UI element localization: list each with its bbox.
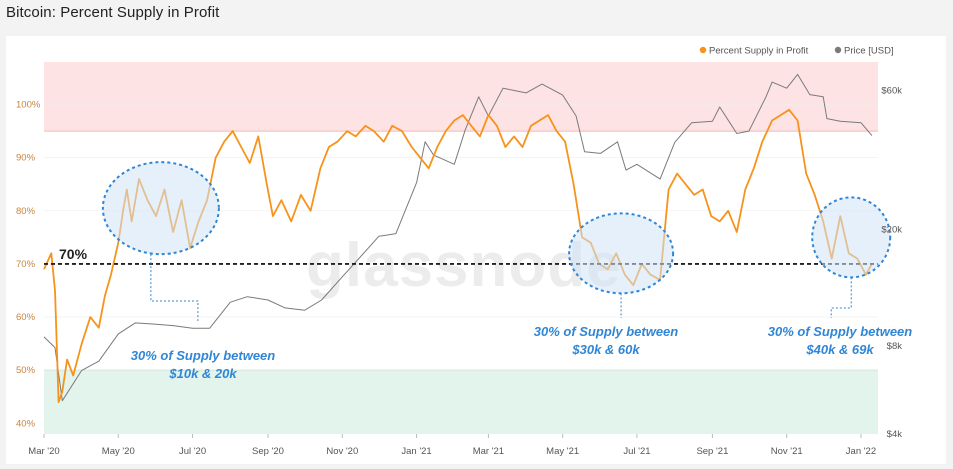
x-tick-label: May '20 — [102, 446, 135, 457]
x-tick-label: Jul '20 — [179, 446, 206, 457]
y-right-tick: $8k — [887, 341, 903, 352]
x-tick-label: Jan '21 — [401, 446, 431, 457]
x-tick-label: Nov '21 — [771, 446, 803, 457]
y-left-tick: 60% — [16, 312, 36, 323]
profit-band-high — [44, 62, 878, 132]
reference-line-label: 70% — [59, 246, 88, 262]
annotation-connector-3 — [830, 277, 852, 318]
x-tick-label: Nov '20 — [326, 446, 358, 457]
annotation-circle-3 — [811, 196, 892, 279]
y-right-tick: $60k — [881, 85, 902, 96]
watermark: glassnode — [306, 231, 622, 300]
x-tick-label: Jan '22 — [846, 446, 876, 457]
y-left-tick: 100% — [16, 100, 41, 111]
axes: 40% 50% 60% 70% 80% 90% 100% $4k $8k $20k $60k Mar … — [16, 85, 902, 457]
annotation-1-line2: $10k & 20k — [168, 366, 237, 381]
x-tick-label: May '21 — [546, 446, 579, 457]
x-tick-label: Sep '20 — [252, 446, 284, 457]
legend: Percent Supply in Profit Price [USD] — [699, 46, 894, 57]
annotation-circle-2 — [568, 212, 675, 295]
annotations: 30% of Supply between $10k & 20k 30% of Su… — [131, 324, 913, 381]
annotation-2-line1: 30% of Supply between — [534, 324, 679, 339]
x-tick-label: Mar '21 — [473, 446, 504, 457]
annotation-1-line1: 30% of Supply between — [131, 348, 276, 363]
legend-swatch-supply — [699, 46, 707, 54]
x-tick-label: Mar '20 — [28, 446, 59, 457]
y-left-tick: 40% — [16, 418, 36, 429]
annotation-3-line2: $40k & 69k — [805, 342, 874, 357]
legend-swatch-price — [834, 46, 842, 54]
annotation-2-line2: $30k & 60k — [571, 342, 640, 357]
page-title: Bitcoin: Percent Supply in Profit — [6, 4, 220, 21]
y-right-tick: $20k — [881, 225, 902, 236]
legend-label-price: Price [USD] — [844, 46, 894, 57]
chart-card: glassnode 70% 30% of Supply between $10k … — [6, 36, 946, 464]
reference-line-group: 70% — [44, 246, 878, 265]
legend-label-supply: Percent Supply in Profit — [709, 46, 809, 57]
threshold-bands — [44, 62, 878, 434]
annotation-circles — [101, 161, 892, 321]
x-tick-label: Jul '21 — [623, 446, 650, 457]
annotation-circle-1 — [101, 161, 220, 256]
y-right-tick: $4k — [887, 429, 903, 440]
y-left-tick: 50% — [16, 365, 36, 376]
y-left-tick: 70% — [16, 259, 36, 270]
y-left-tick: 80% — [16, 206, 36, 217]
chart-svg: glassnode 70% 30% of Supply between $10k … — [16, 46, 913, 458]
x-tick-label: Sep '21 — [696, 446, 728, 457]
annotation-3-line1: 30% of Supply between — [768, 324, 913, 339]
y-left-tick: 90% — [16, 153, 36, 164]
